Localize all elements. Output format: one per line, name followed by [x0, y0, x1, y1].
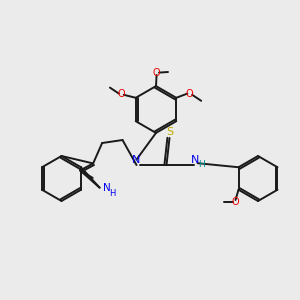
Text: O: O	[186, 89, 194, 99]
Text: O: O	[153, 68, 160, 78]
Text: H: H	[109, 188, 116, 197]
Text: N: N	[103, 183, 110, 193]
Text: O: O	[118, 89, 125, 99]
Text: H: H	[199, 160, 205, 169]
Text: N: N	[132, 154, 141, 165]
Text: S: S	[167, 127, 174, 137]
Text: O: O	[232, 197, 239, 207]
Text: N: N	[190, 155, 199, 165]
